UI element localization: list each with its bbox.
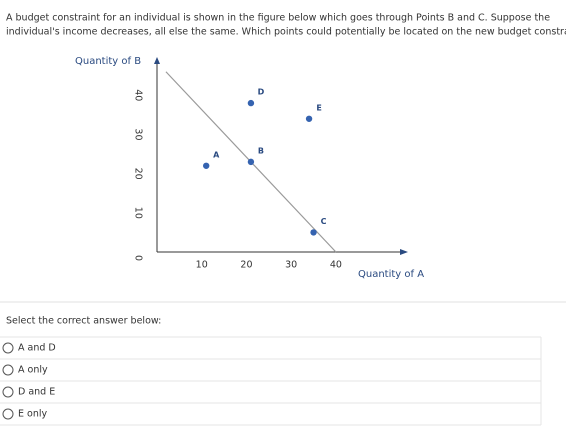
prompt: Select the correct answer below:: [6, 316, 161, 327]
y-tick-label: 0: [133, 255, 144, 261]
x-axis-label: Quantity of A: [358, 269, 424, 280]
y-tick-label: 40: [133, 89, 144, 101]
x-tick-label: 20: [240, 260, 252, 271]
point: [247, 158, 255, 166]
question-line: A budget constraint for an individual is…: [6, 13, 550, 24]
option-label: D and E: [18, 387, 55, 398]
y-tick-label: 10: [133, 207, 144, 219]
point-label: C: [321, 217, 327, 226]
point: [203, 162, 210, 169]
radio[interactable]: [2, 364, 14, 376]
radio[interactable]: [2, 342, 14, 354]
y-tick-label: 30: [133, 128, 144, 140]
point: [305, 115, 313, 122]
option-label: A only: [18, 365, 48, 376]
y-tick-label: 20: [133, 168, 144, 180]
option-label: A and D: [18, 343, 56, 354]
radio[interactable]: [2, 386, 14, 398]
point-label: D: [258, 88, 265, 97]
point-label: E: [316, 103, 321, 112]
point-label: A: [213, 150, 220, 159]
arrow: [154, 57, 160, 64]
radio[interactable]: [2, 408, 14, 420]
question-line: individual's income decreases, all else …: [6, 27, 566, 38]
arrow: [400, 249, 408, 255]
point: [247, 99, 255, 107]
y-axis-label: Quantity of B: [75, 56, 141, 67]
point: [310, 229, 317, 236]
x-tick-label: 10: [196, 260, 208, 271]
x-tick-label: 30: [285, 260, 297, 271]
point-label: B: [258, 146, 264, 155]
x-tick-label: 40: [330, 260, 342, 271]
option-label: E only: [18, 409, 47, 420]
